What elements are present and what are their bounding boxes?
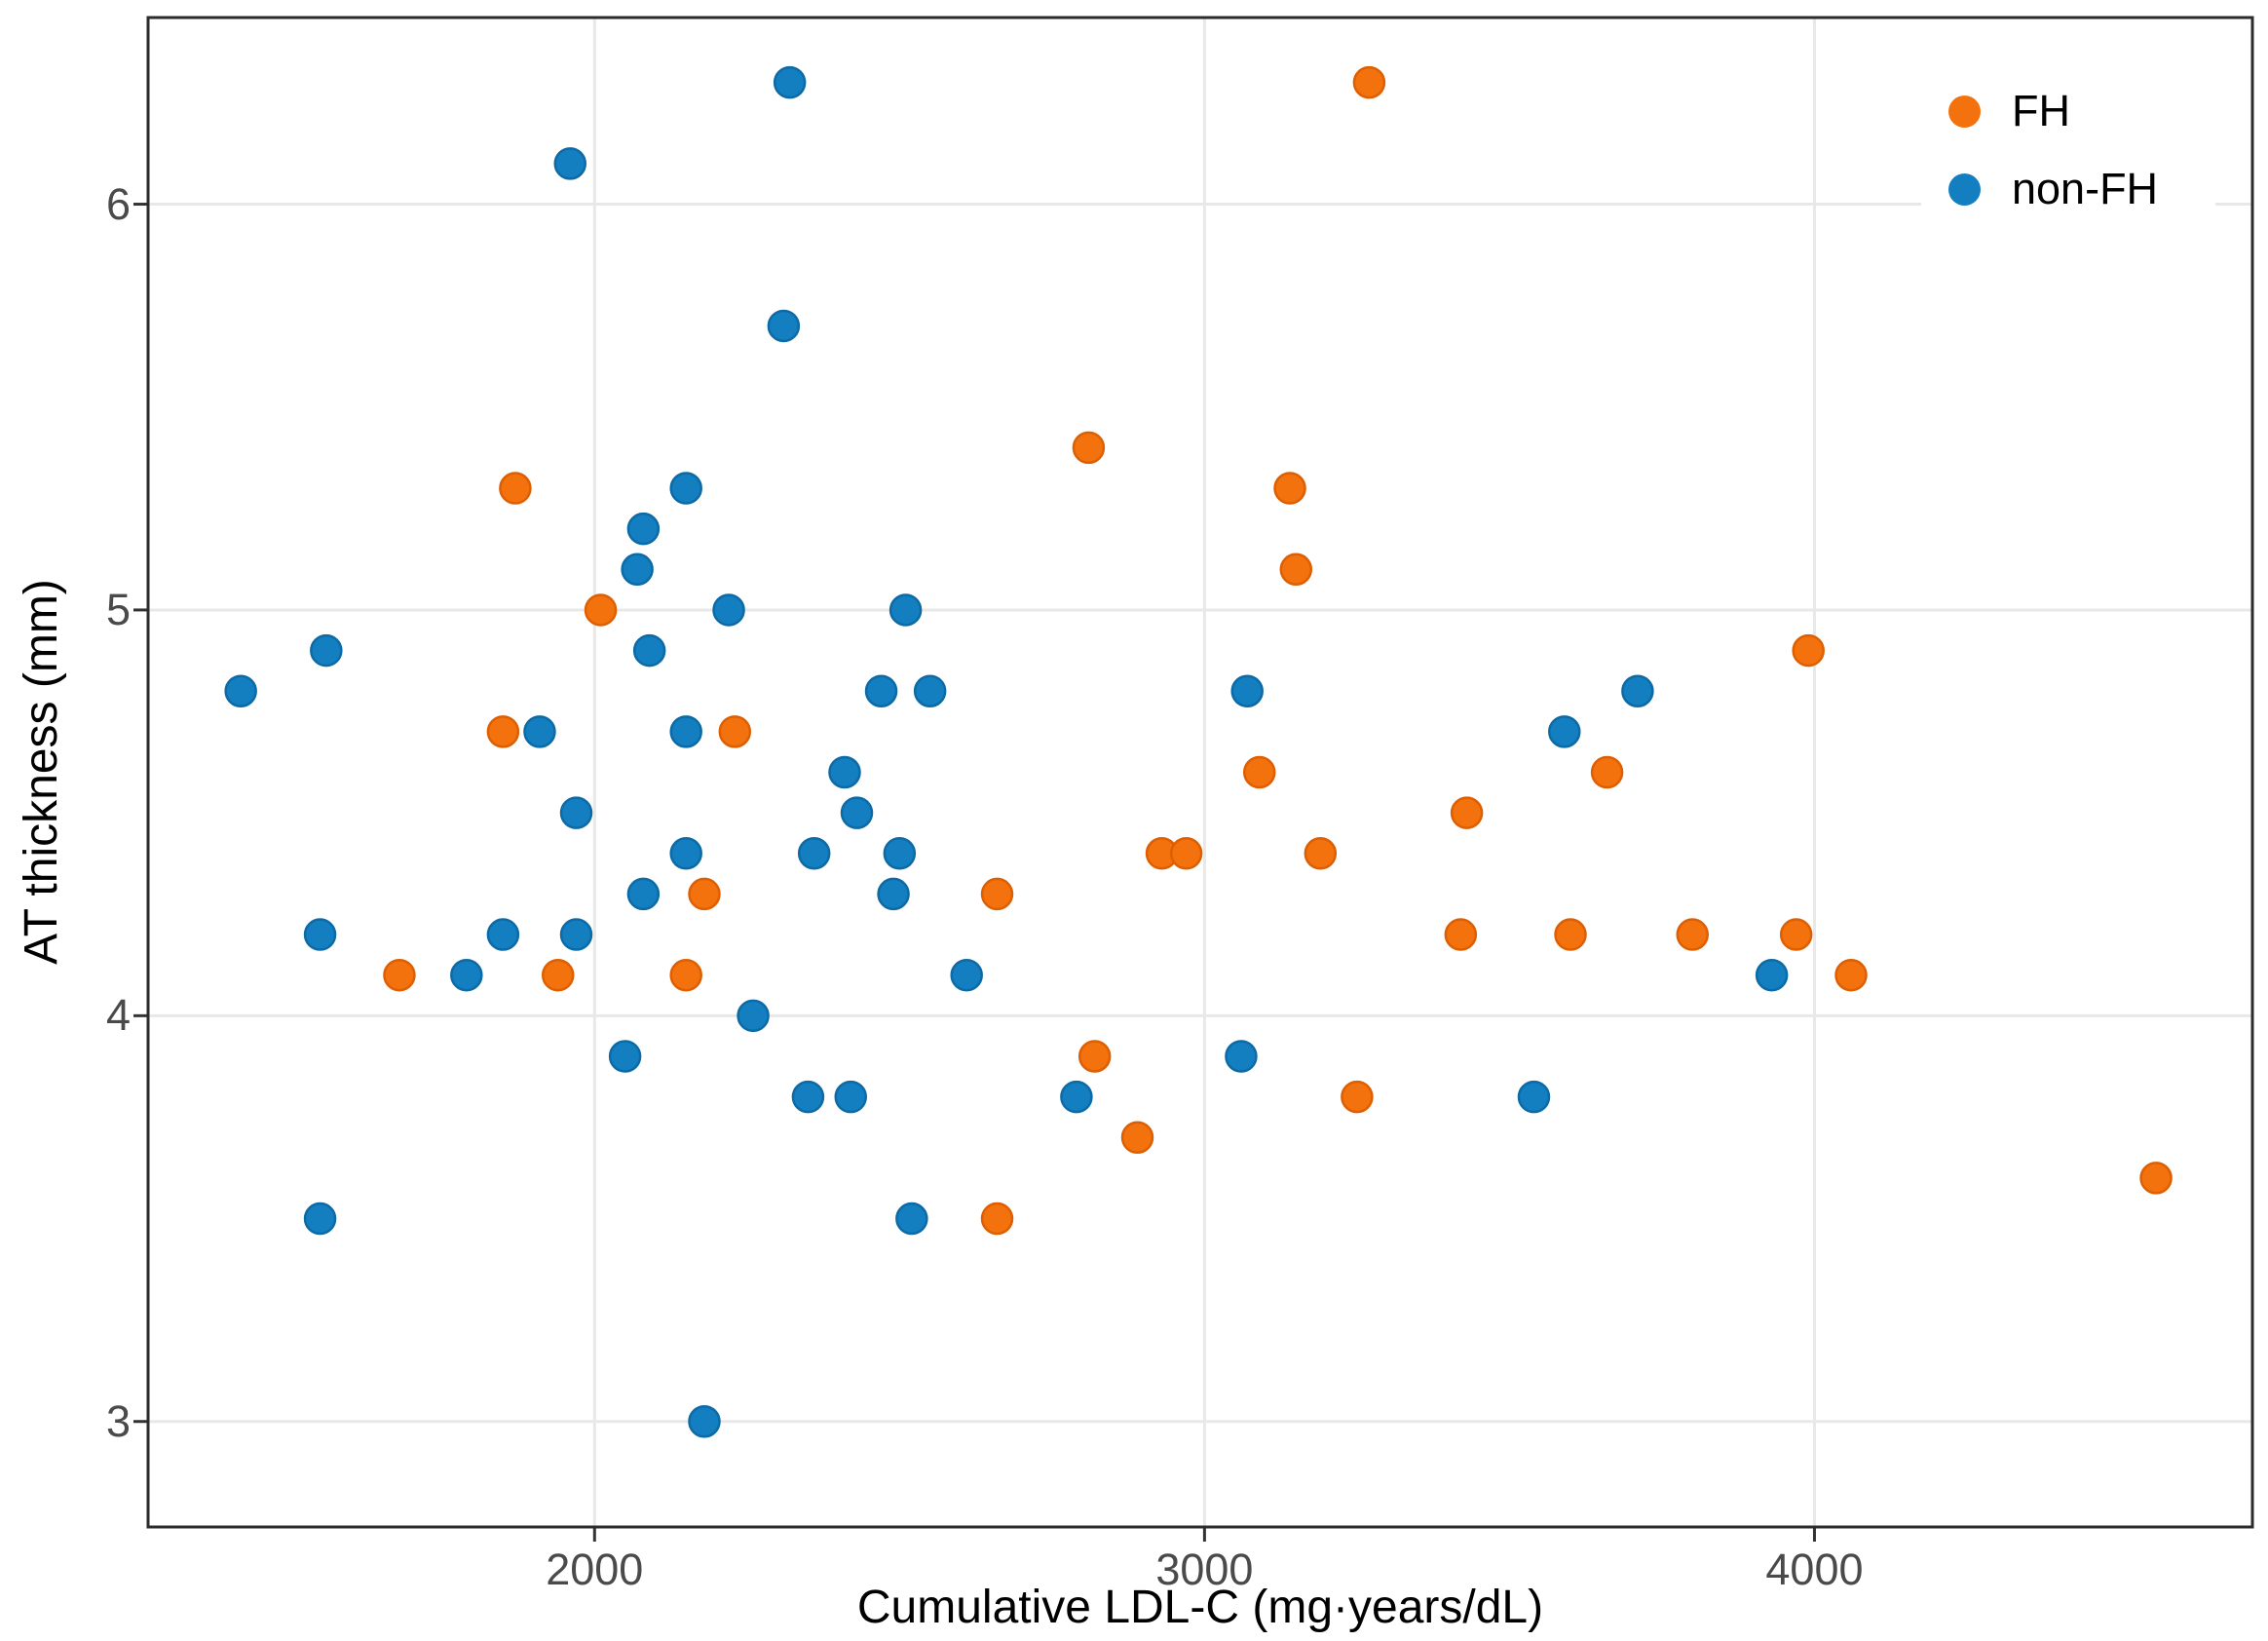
data-point-non-fh [626,512,661,546]
x-axis-title: Cumulative LDL-C (mg·years/dL) [856,1582,1544,1633]
data-point-fh [1352,65,1386,99]
data-point-fh [541,958,575,992]
legend-label-fh: FH [2012,86,2070,135]
non-fh-legend-dot-icon [1948,172,1981,206]
data-point-non-fh [888,593,923,627]
x-tick-label: 4000 [1765,1545,1864,1594]
x-tick-label: 3000 [1155,1545,1254,1594]
y-tick-label: 4 [105,990,131,1041]
data-point-non-fh [913,674,947,707]
data-point-non-fh [224,674,257,707]
data-point-non-fh [559,796,593,829]
data-point-non-fh [486,918,520,951]
data-point-non-fh [559,918,593,951]
data-point-fh [1077,1040,1112,1073]
data-point-fh [1072,431,1106,465]
data-point-fh [1590,755,1624,789]
y-tick-label: 3 [105,1395,131,1446]
data-point-non-fh [950,958,983,992]
data-point-non-fh [1755,958,1789,992]
data-point-fh [1779,918,1813,951]
data-point-fh [669,958,702,992]
legend-label-non-fh: non-FH [2012,164,2159,213]
data-point-non-fh [632,633,666,668]
data-point-fh [1120,1121,1154,1155]
fh-legend-dot-icon [1948,95,1981,128]
data-point-non-fh [773,65,807,99]
data-point-non-fh [767,309,801,343]
y-axis-title: AT thickness (mm) [15,579,67,965]
data-point-fh [1169,837,1203,870]
legend: FH non-FH [1921,51,2215,246]
data-point-non-fh [1060,1080,1093,1114]
data-point-non-fh [737,999,770,1033]
data-point-non-fh [1517,1080,1551,1114]
data-point-fh [1279,553,1313,587]
data-point-non-fh [828,755,861,789]
data-point-non-fh [310,633,343,668]
data-point-fh [499,472,532,505]
data-point-non-fh [864,674,898,707]
data-point-non-fh [1548,715,1581,748]
y-axis-title-box: AT thickness (mm) [2,382,80,1162]
data-point-fh [980,1202,1014,1236]
data-point-non-fh [669,715,702,748]
data-point-non-fh [895,1202,928,1236]
data-point-fh [980,877,1014,911]
data-point-non-fh [1230,674,1264,707]
data-point-non-fh [523,715,556,748]
data-point-fh [383,958,416,992]
data-point-fh [1450,796,1484,829]
data-point-fh [486,715,520,748]
data-point-non-fh [840,796,874,829]
data-point-non-fh [1621,674,1654,707]
data-point-non-fh [626,877,661,911]
data-point-fh [1792,633,1825,668]
data-point-fh [1304,837,1338,870]
data-point-non-fh [1225,1040,1258,1073]
data-point-fh [1554,918,1587,951]
data-point-non-fh [688,1404,721,1438]
data-point-non-fh [877,877,910,911]
data-point-fh [718,715,752,748]
data-point-non-fh [621,553,654,587]
data-point-non-fh [553,147,587,180]
data-point-non-fh [834,1080,868,1114]
data-point-fh [1341,1080,1374,1114]
data-point-non-fh [669,472,702,505]
data-point-non-fh [450,958,483,992]
data-point-fh [1242,755,1276,789]
data-point-non-fh [797,837,831,870]
data-point-fh [1676,918,1710,951]
data-point-non-fh [608,1040,642,1073]
data-point-non-fh [883,837,917,870]
data-point-fh [2139,1162,2173,1195]
data-point-non-fh [303,1202,337,1236]
x-tick-label: 2000 [546,1545,644,1594]
panel-border [146,16,2254,1529]
y-tick-label: 6 [105,178,131,229]
data-point-non-fh [669,837,702,870]
data-point-fh [688,877,721,911]
y-tick-label: 5 [105,584,131,634]
data-point-non-fh [303,918,337,951]
data-point-fh [1834,958,1868,992]
data-point-fh [1444,918,1478,951]
data-point-fh [1273,472,1306,505]
data-point-non-fh [712,593,745,627]
data-point-non-fh [791,1080,825,1114]
data-point-fh [584,593,618,627]
